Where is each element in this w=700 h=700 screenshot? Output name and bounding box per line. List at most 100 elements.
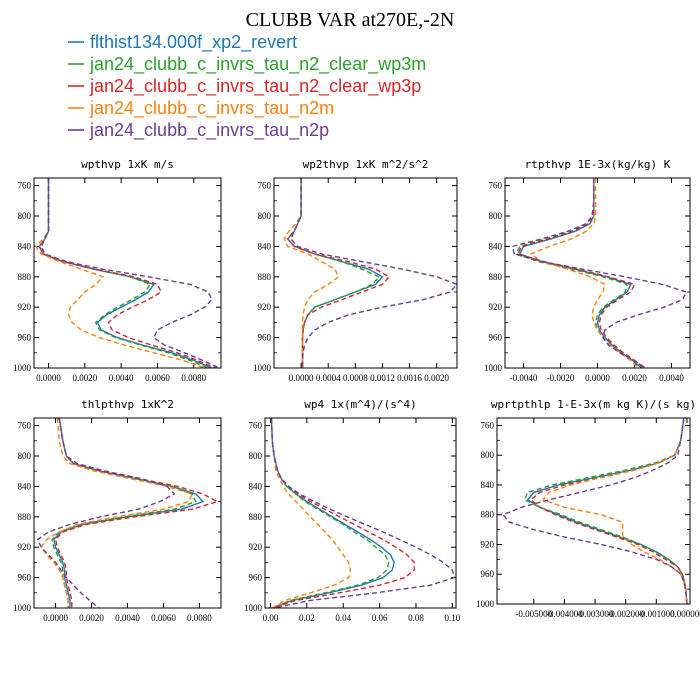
series-line-4 <box>542 418 688 604</box>
series-line-1 <box>519 178 643 368</box>
y-tick-label: 800 <box>18 451 32 461</box>
x-tick-label: 0.0004 <box>316 373 341 383</box>
x-tick-label: 0.0016 <box>397 373 422 383</box>
x-tick-label: 0.0080 <box>187 613 212 623</box>
x-tick-label: 0.06 <box>372 613 388 623</box>
x-tick-label: 0.0080 <box>181 373 206 383</box>
x-tick-label: -0.003000 <box>577 609 614 619</box>
y-tick-label: 880 <box>258 272 272 282</box>
y-tick-label: 1000 <box>244 603 263 613</box>
y-tick-label: 1000 <box>253 363 272 373</box>
y-tick-label: 840 <box>18 481 32 491</box>
legend-label: jan24_clubb_c_invrs_tau_n2_clear_wp3m <box>89 54 426 75</box>
panels: wpthvp 1xK m/s 760 800 840 880 920 960 1000 0.00… <box>13 158 700 623</box>
x-tick-label: 0.0000 <box>36 373 61 383</box>
series-line-3 <box>517 178 645 368</box>
plot-frame <box>33 417 222 609</box>
legend-entry: jan24_clubb_c_invrs_tau_n2m <box>68 98 334 119</box>
panel-2: wp2thvp 1xK m^2/s^2 760 800 840 880 920 960 100… <box>253 158 458 383</box>
legend-entry: jan24_clubb_c_invrs_tau_n2p <box>68 120 329 141</box>
y-tick-label: 960 <box>18 573 32 583</box>
y-tick-label: 880 <box>481 510 495 520</box>
x-tick-label: 0.0040 <box>659 373 684 383</box>
y-tick-label: 920 <box>18 542 32 552</box>
x-tick-label: 0.0020 <box>79 613 104 623</box>
y-tick-label: 920 <box>481 539 495 549</box>
y-tick-label: 800 <box>489 211 503 221</box>
x-tick-label: 0.0040 <box>109 373 134 383</box>
series-line-4 <box>270 418 352 608</box>
x-tick-label: 0.0040 <box>115 613 140 623</box>
x-tick-label: 0.0020 <box>424 373 449 383</box>
x-tick-label: -0.001000 <box>638 609 675 619</box>
y-tick-label: 1000 <box>13 603 32 613</box>
y-tick-label: 840 <box>18 241 32 251</box>
legend-label: jan24_clubb_c_invrs_tau_n2_clear_wp3p <box>89 76 421 97</box>
series-group <box>35 178 220 368</box>
y-tick-label: 760 <box>258 181 272 191</box>
panel-4: thlpthvp 1xK^2 760 800 840 880 920 960 1000 0.00… <box>13 398 222 623</box>
x-tick-label: 0.04 <box>335 613 351 623</box>
series-line-1 <box>53 418 204 608</box>
series-line-3 <box>54 418 219 608</box>
x-tick-label: 0.000000 <box>670 609 700 619</box>
y-tick-label: 760 <box>18 421 32 431</box>
x-tick-label: -0.004000 <box>546 609 583 619</box>
series-group <box>270 418 455 608</box>
series-line-4 <box>40 418 193 608</box>
x-tick-label: 0.08 <box>408 613 424 623</box>
x-tick-label: -0.0020 <box>547 373 575 383</box>
series-group <box>283 178 457 368</box>
y-tick-label: 760 <box>249 421 263 431</box>
x-tick-label: 0.10 <box>444 613 460 623</box>
y-tick-label: 960 <box>481 569 495 579</box>
y-tick-label: 1000 <box>13 363 32 373</box>
legend: flthist134.000f_xp2_revertjan24_clubb_c_… <box>68 32 426 141</box>
y-tick-label: 800 <box>249 451 263 461</box>
x-tick-label: 0.0008 <box>343 373 368 383</box>
series-line-5 <box>511 178 687 368</box>
y-tick-label: 840 <box>481 480 495 490</box>
plot-frame <box>496 417 691 605</box>
x-tick-label: 0.0000 <box>585 373 610 383</box>
legend-entry: jan24_clubb_c_invrs_tau_n2_clear_wp3m <box>68 54 426 75</box>
y-tick-label: 920 <box>258 302 272 312</box>
panel-title: wp4 1x(m^4)/(s^4) <box>304 398 417 411</box>
y-tick-label: 760 <box>481 420 495 430</box>
series-line-4 <box>530 178 639 368</box>
x-tick-label: 0.02 <box>299 613 315 623</box>
y-tick-label: 920 <box>18 302 32 312</box>
series-line-3 <box>286 178 390 368</box>
plot-frame <box>264 417 457 609</box>
series-group <box>502 418 688 604</box>
panel-title: wpthvp 1xK m/s <box>81 158 174 171</box>
y-tick-label: 960 <box>258 333 272 343</box>
x-tick-label: -0.005000 <box>515 609 552 619</box>
y-tick-label: 840 <box>489 241 503 251</box>
panel-title: rtpthvp 1E-3x(kg/kg) K <box>525 158 671 171</box>
legend-label: jan24_clubb_c_invrs_tau_n2p <box>89 120 329 141</box>
series-line-4 <box>283 178 340 368</box>
series-group <box>511 178 687 368</box>
legend-entry: jan24_clubb_c_invrs_tau_n2_clear_wp3p <box>68 76 421 97</box>
y-tick-label: 800 <box>481 450 495 460</box>
y-tick-label: 880 <box>249 512 263 522</box>
y-tick-label: 920 <box>489 302 503 312</box>
y-tick-label: 840 <box>258 241 272 251</box>
panel-title: wprtpthlp 1-E-3x(m kg K)/(s kg) <box>491 398 696 411</box>
series-line-4 <box>35 178 205 368</box>
series-line-2 <box>515 178 641 368</box>
series-line-5 <box>270 418 455 608</box>
x-tick-label: 0.0020 <box>622 373 647 383</box>
series-line-2 <box>51 418 197 608</box>
x-tick-label: 0.0020 <box>72 373 97 383</box>
plot-frame <box>504 177 691 369</box>
legend-label: jan24_clubb_c_invrs_tau_n2m <box>89 98 334 119</box>
y-tick-label: 960 <box>249 573 263 583</box>
series-line-2 <box>270 418 390 608</box>
y-tick-label: 760 <box>489 181 503 191</box>
y-tick-label: 960 <box>489 333 503 343</box>
x-tick-label: 0.0000 <box>43 613 68 623</box>
x-tick-label: -0.0040 <box>510 373 538 383</box>
y-tick-label: 800 <box>18 211 32 221</box>
